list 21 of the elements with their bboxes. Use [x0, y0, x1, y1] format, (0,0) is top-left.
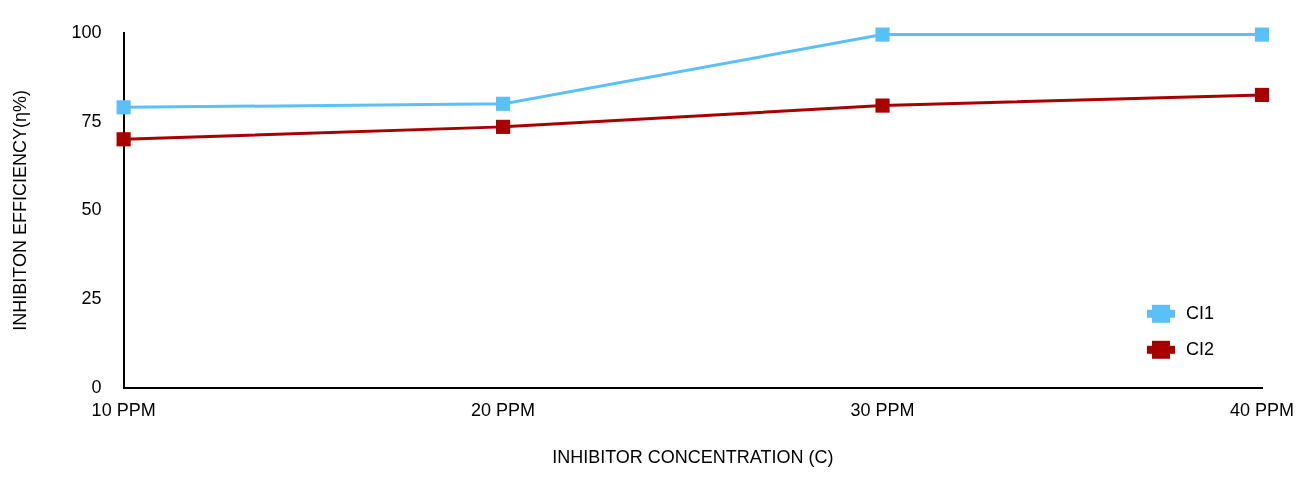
point: [875, 98, 890, 113]
legend-label: CI1: [1186, 302, 1215, 323]
y-tick-label: 25: [81, 288, 102, 309]
y-axis-title: INHIBITON EFFICIENCY(η%): [9, 89, 30, 331]
point: [496, 96, 511, 111]
y-tick-label: 50: [81, 199, 102, 220]
y-tick-label: 100: [71, 21, 102, 42]
point: [875, 27, 890, 42]
y-tick-label: 0: [91, 376, 102, 397]
y-tick-label: 75: [81, 110, 102, 131]
point: [116, 100, 131, 115]
x-tick-label: 30 PPM: [850, 399, 915, 420]
point: [116, 132, 131, 147]
x-tick-label: 10 PPM: [91, 399, 156, 420]
point: [496, 119, 511, 134]
legend-label: CI2: [1186, 338, 1215, 359]
x-tick-label: 20 PPM: [471, 399, 536, 420]
point: [1254, 27, 1270, 42]
point: [1254, 87, 1270, 102]
x-tick-label: 40 PPM: [1229, 399, 1295, 420]
x-axis-title: INHIBITOR CONCENTRATION (C): [552, 447, 834, 468]
